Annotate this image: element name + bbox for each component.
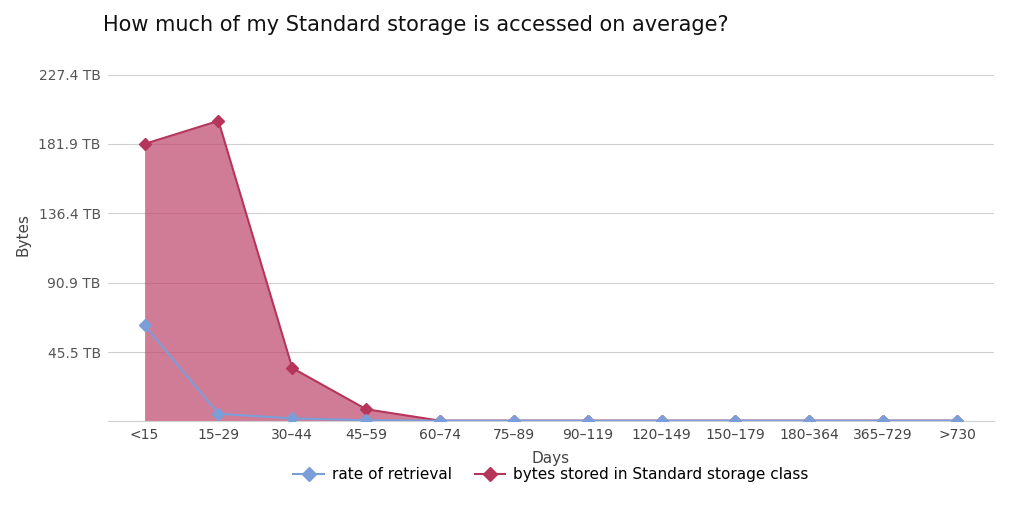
Text: How much of my Standard storage is accessed on average?: How much of my Standard storage is acces… [103, 15, 728, 35]
Legend: rate of retrieval, bytes stored in Standard storage class: rate of retrieval, bytes stored in Stand… [288, 461, 814, 488]
X-axis label: Days: Days [532, 451, 570, 466]
Y-axis label: Bytes: Bytes [15, 213, 30, 256]
